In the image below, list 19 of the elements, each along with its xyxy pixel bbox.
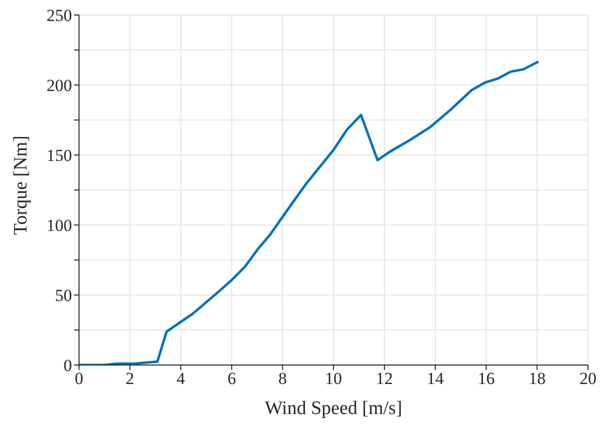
x-axis-title: Wind Speed [m/s] xyxy=(264,398,402,419)
y-tick-label: 0 xyxy=(64,356,72,376)
x-tick-label: 10 xyxy=(325,369,342,388)
x-tick-label: 16 xyxy=(478,369,495,388)
y-tick-label: 200 xyxy=(46,76,72,96)
x-tick-label: 2 xyxy=(126,369,134,388)
x-tick-label: 6 xyxy=(227,369,236,388)
x-tick-label: 18 xyxy=(528,369,546,388)
y-tick-label: 150 xyxy=(46,146,72,166)
x-tick-label: 8 xyxy=(278,369,287,388)
line-series xyxy=(79,60,540,365)
y-tick-label: 100 xyxy=(46,216,72,236)
x-tick-label: 20 xyxy=(580,369,596,388)
x-tick-label: 12 xyxy=(376,369,393,388)
y-tick-label: 250 xyxy=(46,6,72,26)
y-axis-title: Torque [Nm] xyxy=(10,136,32,235)
y-tick-label: 50 xyxy=(55,286,72,306)
x-tick-label: 14 xyxy=(426,369,444,388)
x-tick-label: 4 xyxy=(176,369,186,388)
